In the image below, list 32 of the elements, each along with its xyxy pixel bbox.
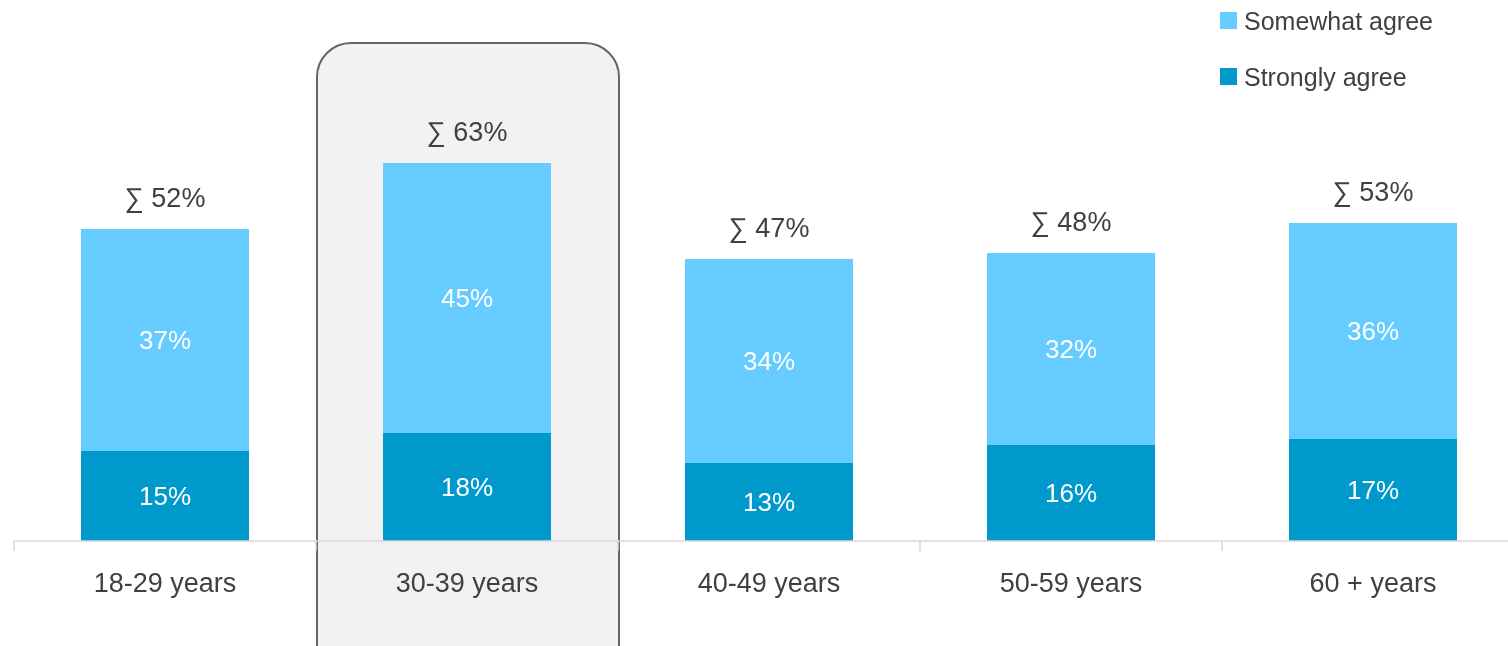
bar bbox=[685, 463, 853, 541]
bar bbox=[685, 259, 853, 463]
bar bbox=[383, 433, 551, 541]
data-label: 45% bbox=[440, 283, 494, 314]
data-label: 36% bbox=[1346, 316, 1400, 347]
total-label: ∑ 63% bbox=[426, 117, 508, 147]
bar bbox=[81, 451, 249, 541]
bar bbox=[81, 229, 249, 451]
x-tick-label: 18-29 years bbox=[93, 568, 237, 598]
bar bbox=[1289, 439, 1457, 541]
bar bbox=[1289, 223, 1457, 439]
data-label: 18% bbox=[440, 472, 494, 503]
total-label: ∑ 48% bbox=[1030, 207, 1112, 237]
x-tick-label: 40-49 years bbox=[697, 568, 841, 598]
legend-label: Somewhat agree bbox=[1244, 6, 1434, 35]
data-label: 17% bbox=[1346, 475, 1400, 506]
total-label: ∑ 47% bbox=[728, 213, 810, 243]
data-label: 34% bbox=[742, 346, 796, 377]
total-label: ∑ 53% bbox=[1332, 177, 1414, 207]
data-label: 16% bbox=[1044, 478, 1098, 509]
legend-label: Strongly agree bbox=[1244, 62, 1407, 91]
total-label: ∑ 52% bbox=[124, 183, 206, 213]
x-tick-label: 30-39 years bbox=[395, 568, 539, 598]
data-label: 15% bbox=[138, 481, 192, 512]
data-label: 37% bbox=[138, 325, 192, 356]
bar bbox=[987, 445, 1155, 541]
bar bbox=[383, 163, 551, 433]
x-tick-label: 60 + years bbox=[1309, 568, 1437, 598]
bar bbox=[987, 253, 1155, 445]
x-tick-label: 50-59 years bbox=[999, 568, 1143, 598]
data-label: 32% bbox=[1044, 334, 1098, 365]
data-label: 13% bbox=[742, 487, 796, 518]
